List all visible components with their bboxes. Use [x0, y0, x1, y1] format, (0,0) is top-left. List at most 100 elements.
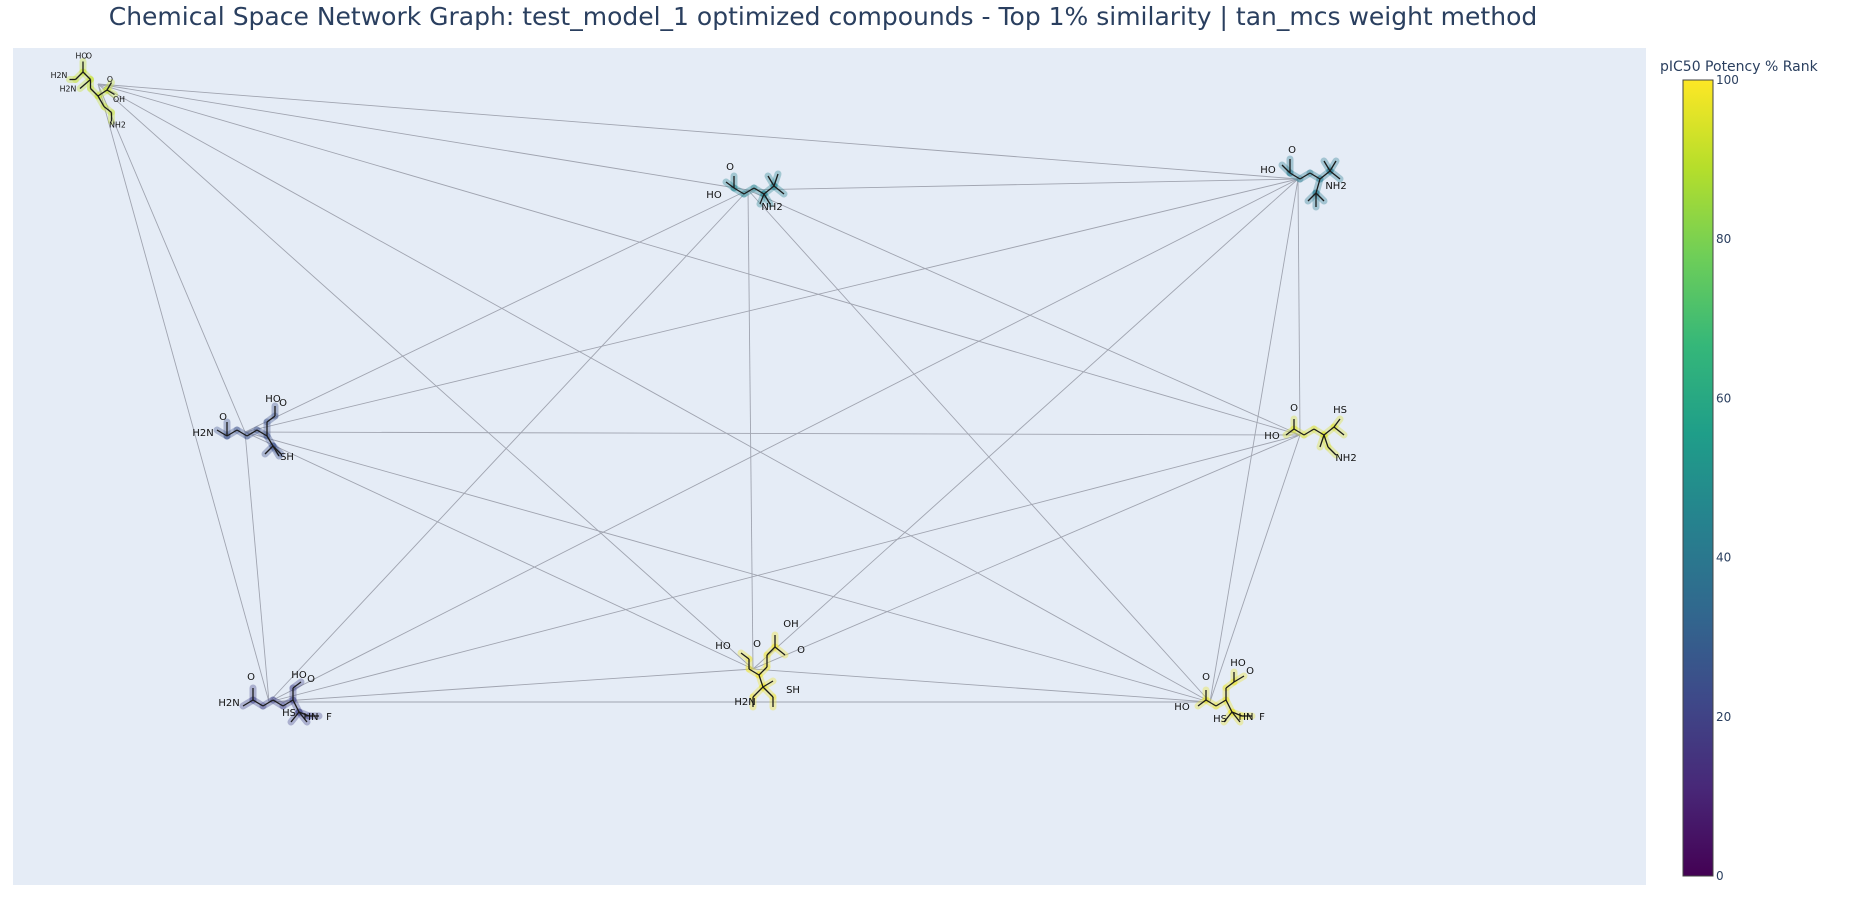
atom-label: HO — [1264, 431, 1280, 442]
bond — [226, 429, 238, 437]
atom-label: HN — [1239, 712, 1254, 723]
bond — [97, 95, 105, 107]
bond — [298, 711, 310, 717]
edges-layer — [97, 83, 1301, 703]
bond — [1315, 192, 1325, 202]
atom-label: H2N — [60, 85, 77, 94]
bond — [103, 105, 112, 114]
network-plot-area[interactable]: HO O H2N H2N O OH NH2 O HO NH2 O HO NH2 HO O O H2N SH HS O H… — [13, 48, 1646, 885]
bond — [106, 89, 115, 96]
atom-label: H2N — [734, 697, 755, 708]
colorbar-tick-label: 20 — [1716, 710, 1731, 724]
atom-label: HO — [715, 641, 731, 652]
edge — [268, 178, 1299, 703]
bond — [1285, 428, 1295, 436]
edge — [747, 189, 1211, 703]
bond — [97, 89, 108, 97]
node-n5[interactable]: HS O HO NH2 — [1264, 403, 1356, 464]
bond — [766, 646, 776, 656]
atom-label: O — [1202, 672, 1210, 683]
atom-label: O — [307, 674, 315, 685]
bond — [1293, 428, 1305, 436]
bond — [1327, 446, 1337, 456]
edge — [244, 431, 1301, 436]
node-n2[interactable]: O HO NH2 — [706, 162, 788, 213]
bond — [1215, 699, 1227, 707]
edge — [244, 189, 749, 433]
edge — [97, 83, 754, 670]
bond — [1323, 426, 1335, 436]
atom-label: HO — [265, 394, 281, 405]
bond — [272, 445, 280, 457]
bond — [767, 175, 775, 187]
bond — [1319, 170, 1331, 180]
bond — [1231, 711, 1241, 723]
bond — [740, 652, 750, 660]
bond — [82, 71, 91, 80]
atom-label: HN — [304, 712, 319, 723]
bond — [75, 71, 84, 80]
atom-label: O — [753, 639, 761, 650]
bond — [762, 680, 774, 688]
bond — [758, 674, 764, 688]
bond — [759, 193, 765, 205]
bond — [266, 435, 274, 447]
edge — [244, 431, 754, 670]
edge — [752, 434, 1301, 670]
bond — [743, 187, 755, 195]
edge — [244, 431, 270, 703]
bond — [292, 699, 300, 713]
bond — [1333, 418, 1341, 428]
bond — [1233, 675, 1245, 683]
bond — [1307, 192, 1317, 202]
bond — [246, 429, 258, 437]
edge — [1209, 434, 1301, 703]
bond — [748, 668, 760, 676]
bond — [1225, 699, 1233, 713]
bond — [256, 429, 268, 437]
edge — [97, 83, 1301, 436]
bond — [1323, 434, 1329, 448]
colorbar-svg: pIC50 Potency % Rank 0 20 40 60 80 100 — [1660, 59, 1819, 883]
bond — [242, 699, 254, 707]
bond — [725, 181, 735, 189]
bond — [79, 79, 91, 89]
bond — [753, 187, 765, 195]
atom-label: H2N — [51, 71, 68, 80]
edge — [97, 83, 749, 191]
atom-label: F — [326, 712, 332, 723]
bond — [1329, 160, 1337, 172]
bond — [266, 415, 276, 423]
node-n7[interactable]: OH HO O O H2N SH — [715, 619, 805, 711]
edge — [268, 434, 1301, 703]
atom-label: OH — [113, 95, 125, 104]
node-n3[interactable]: O HO NH2 — [1260, 145, 1347, 211]
atom-label: HO — [706, 190, 722, 201]
edge — [268, 189, 749, 703]
bond — [1289, 172, 1301, 180]
bond — [1299, 172, 1311, 180]
colorbar-title: pIC50 Potency % Rank — [1660, 59, 1819, 75]
colorbar: pIC50 Potency % Rank 0 20 40 60 80 100 — [1658, 56, 1866, 886]
bond — [272, 699, 284, 707]
bond — [262, 699, 274, 707]
edge — [97, 83, 270, 703]
bond — [282, 699, 294, 707]
atom-label: O — [1290, 403, 1298, 414]
bond — [236, 429, 248, 437]
bond — [1313, 428, 1325, 436]
edge — [747, 189, 754, 670]
bond — [298, 711, 308, 723]
bond — [1303, 428, 1315, 436]
bond — [1223, 711, 1233, 723]
edge — [747, 178, 1299, 191]
atom-label: NH2 — [1335, 453, 1356, 464]
atom-label: SH — [786, 685, 800, 696]
edge — [1209, 178, 1299, 703]
bond — [733, 187, 745, 195]
edge — [97, 83, 246, 433]
